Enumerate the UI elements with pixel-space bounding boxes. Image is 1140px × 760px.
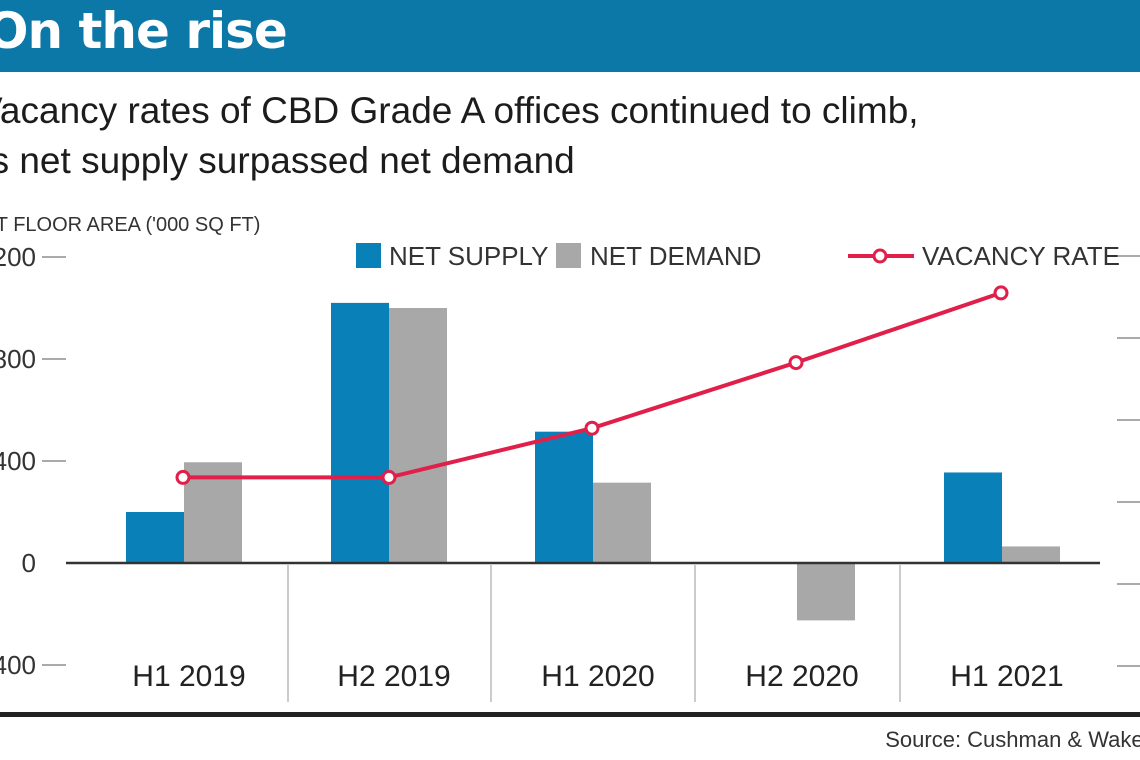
subtitle-line-1: Vacancy rates of CBD Grade A offices con… [0,90,919,131]
vacancy-rate-point-1 [381,469,397,485]
x-tick-label: H2 2019 [337,660,450,693]
y-axis-label: NET FLOOR AREA ('000 SQ FT) [0,214,261,236]
y-tick-label: 1,200 [0,242,36,272]
net-demand-bar-3 [797,563,855,621]
net-supply-bar-0 [126,512,184,563]
y-tick-label: 400 [0,446,36,476]
net-demand-bar-1 [389,308,447,563]
subtitle-line-2: as net supply surpassed net demand [0,140,575,181]
x-tick-label: H2 2020 [745,660,858,693]
y-tick-label: 800 [0,344,36,374]
title-banner: On the rise [0,0,1140,72]
x-tick-label: H1 2020 [541,660,654,693]
source-note: Source: Cushman & Wakefield [885,727,1140,752]
legend-swatch-net-demand [556,243,581,268]
legend-swatch-net-supply [356,243,381,268]
y-tick-label: -400 [0,650,36,680]
bottom-rule [0,712,1140,717]
y-tick-label: 0 [22,548,36,578]
legend-label-vacancy-rate: VACANCY RATE [922,241,1120,271]
legend-marker-vacancy-rate [872,248,888,264]
legend-label-net-demand: NET DEMAND [590,241,761,271]
vacancy-rate-point-2 [584,420,600,436]
x-tick-label: H1 2021 [950,660,1063,693]
net-demand-bar-4 [1002,546,1060,563]
vacancy-rate-point-4 [993,285,1009,301]
chart-title: On the rise [0,2,288,60]
net-supply-bar-4 [944,472,1002,563]
net-supply-bar-2 [535,431,593,563]
x-tick-label: H1 2019 [132,660,245,693]
vacancy-rate-point-0 [175,469,191,485]
vacancy-rate-point-3 [788,355,804,371]
net-supply-bar-1 [331,302,389,563]
legend-label-net-supply: NET SUPPLY [389,241,548,271]
net-demand-bar-2 [593,482,651,563]
